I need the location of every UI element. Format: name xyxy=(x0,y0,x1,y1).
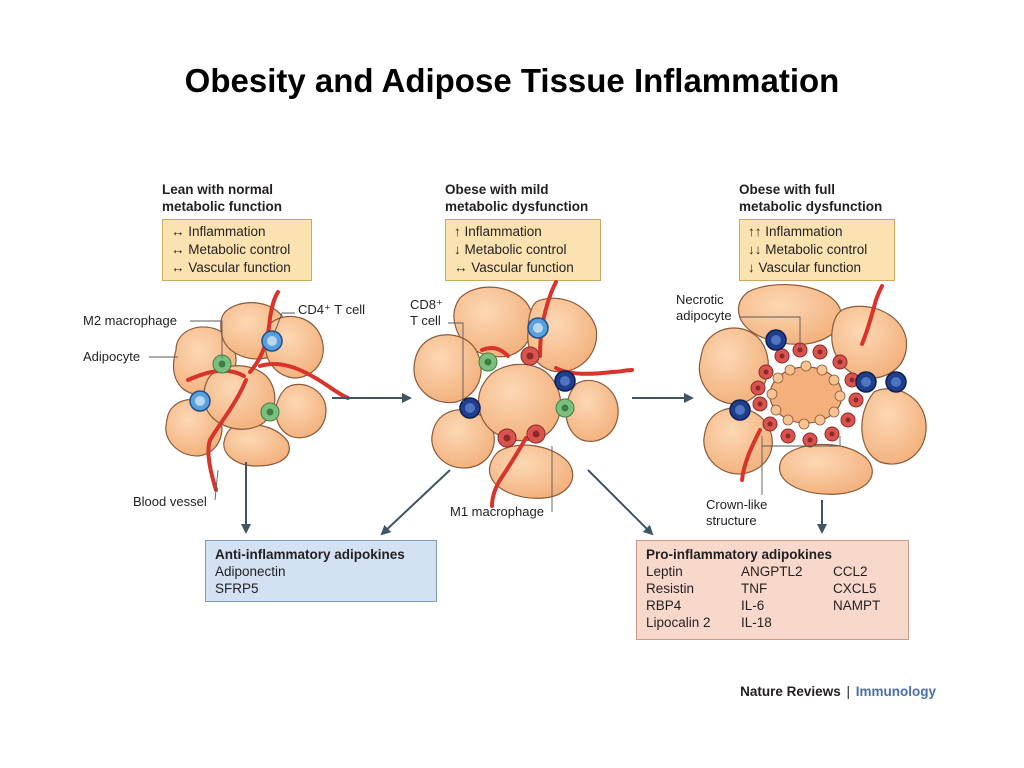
effect-inflammation: ↑ Inflammation xyxy=(454,224,542,239)
cd4-t-cell xyxy=(261,330,283,352)
label-cd8-line2: T cell xyxy=(410,313,441,328)
adipocyte xyxy=(477,363,562,442)
effect-inflammation: ↔ Inflammation xyxy=(171,224,266,239)
label-cd8-line1: CD8⁺ xyxy=(410,297,443,312)
full-obese-adipose-cluster xyxy=(698,284,927,495)
phase-mild-heading: Obese with mild metabolic dysfunction xyxy=(445,181,588,215)
label-m2-macrophage: M2 macrophage xyxy=(83,313,177,328)
cd4-t-cell xyxy=(189,390,211,412)
cd4-t-cell xyxy=(527,317,549,339)
label-crown-line1: Crown-like xyxy=(706,497,768,512)
anti-inflammatory-title: Anti-inflammatory adipokines xyxy=(215,547,405,562)
adipocyte xyxy=(703,407,773,475)
adipocyte xyxy=(488,444,574,499)
pro-inflammatory-adipokines-box: Pro-inflammatory adipokines Leptin ANGPT… xyxy=(636,540,909,640)
adipokine-item: NAMPT xyxy=(833,598,881,613)
cd8-t-cell xyxy=(765,329,787,351)
phase-lean-heading-line2: metabolic function xyxy=(162,199,283,214)
arrow-mild-to-pro xyxy=(587,469,654,536)
slide-title: Obesity and Adipose Tissue Inflammation xyxy=(184,62,840,99)
leader-lines xyxy=(149,312,841,512)
adipocyte xyxy=(223,423,290,467)
label-adipocyte: Adipocyte xyxy=(83,349,141,364)
m1-macrophage xyxy=(520,346,540,366)
adipokine-item: Resistin xyxy=(646,581,695,596)
phase-mild-heading-line1: Obese with mild xyxy=(445,182,549,197)
m2-macrophage xyxy=(212,354,232,374)
source-credit: Nature Reviews | Immunology xyxy=(740,684,936,699)
adipokine-item: CCL2 xyxy=(833,564,868,579)
effect-inflammation: ↑↑ Inflammation xyxy=(748,224,843,239)
blood-vessel xyxy=(186,290,350,492)
pro-inflammatory-list: Leptin ANGPTL2 CCL2 Resistin TNF CXCL5 R… xyxy=(646,563,899,631)
adipocyte xyxy=(737,284,842,345)
m2-macrophage xyxy=(555,398,575,418)
phase-lean-heading: Lean with normal metabolic function xyxy=(162,181,282,215)
label-cd4-t-cell: CD4⁺ T cell xyxy=(298,302,366,317)
anti-inflammatory-adipokines-box: Anti-inflammatory adipokines Adiponectin… xyxy=(205,540,437,602)
adipocyte xyxy=(413,334,482,404)
phase-full-effects: ↑↑ Inflammation ↓↓ Metabolic control ↓ V… xyxy=(739,219,895,281)
phase-mild-effects: ↑ Inflammation ↓ Metabolic control ↔ Vas… xyxy=(445,219,601,281)
adipokine-item: Lipocalin 2 xyxy=(646,615,711,630)
blood-vessel xyxy=(740,284,884,482)
label-necrotic-line1: Necrotic xyxy=(676,292,724,307)
m1-macrophage xyxy=(497,428,517,448)
adipokine-item xyxy=(833,614,893,631)
label-necrotic-line2: adipocyte xyxy=(676,308,732,323)
adipokine-item: TNF xyxy=(741,581,768,596)
adipokine-item: Leptin xyxy=(646,564,683,579)
credit-journal: Immunology xyxy=(855,684,936,699)
lipid-droplets xyxy=(766,360,846,430)
m2-macrophage xyxy=(478,352,498,372)
adipokine-item: IL-18 xyxy=(741,615,772,630)
mild-obese-adipose-cluster xyxy=(413,280,634,508)
adipocyte xyxy=(861,388,927,465)
label-crown-line2: structure xyxy=(706,513,757,528)
credit-separator: | xyxy=(846,684,850,699)
effect-metabolic-control: ↔ Metabolic control xyxy=(171,242,291,257)
pro-inflammatory-title: Pro-inflammatory adipokines xyxy=(646,547,833,562)
label-m1-macrophage: M1 macrophage xyxy=(450,504,544,519)
effect-metabolic-control: ↓↓ Metabolic control xyxy=(748,242,868,257)
cd8-t-cell xyxy=(855,371,877,393)
label-crown-like-structure: Crown-like structure xyxy=(706,497,767,529)
flow-arrows xyxy=(241,393,827,536)
adipocyte xyxy=(778,443,873,495)
adipokine-item: IL-6 xyxy=(741,598,765,613)
lean-adipose-cluster xyxy=(165,290,350,492)
cd8-t-cell xyxy=(554,370,576,392)
effect-metabolic-control: ↓ Metabolic control xyxy=(454,242,567,257)
phase-mild-heading-line2: metabolic dysfunction xyxy=(445,199,589,214)
adipokine-item: ANGPTL2 xyxy=(741,564,803,579)
credit-publisher: Nature Reviews xyxy=(740,684,841,699)
effect-vascular-function: ↔ Vascular function xyxy=(171,260,291,275)
m2-macrophage xyxy=(260,402,280,422)
cd8-t-cell xyxy=(459,397,481,419)
label-cd8-t-cell: CD8⁺ T cell xyxy=(410,297,443,329)
adipokine-item: CXCL5 xyxy=(833,581,877,596)
phase-full-heading-line2: metabolic dysfunction xyxy=(739,199,883,214)
label-blood-vessel: Blood vessel xyxy=(133,494,207,509)
m1-macrophage xyxy=(526,424,546,444)
adipokine-item: SFRP5 xyxy=(215,581,259,596)
cd8-t-cell xyxy=(729,399,751,421)
crown-like-structure xyxy=(750,342,864,448)
effect-vascular-function: ↓ Vascular function xyxy=(748,260,862,275)
effect-vascular-function: ↔ Vascular function xyxy=(454,260,574,275)
adipokine-item: Adiponectin xyxy=(215,564,286,579)
phase-full-heading-line1: Obese with full xyxy=(739,182,836,197)
phase-lean-effects: ↔ Inflammation ↔ Metabolic control ↔ Vas… xyxy=(162,219,312,281)
adipocyte xyxy=(275,383,327,439)
phase-full-heading: Obese with full metabolic dysfunction xyxy=(739,181,882,215)
phase-lean-heading-line1: Lean with normal xyxy=(162,182,274,197)
adipokine-item: RBP4 xyxy=(646,598,682,613)
cd8-t-cell xyxy=(885,371,907,393)
label-necrotic-adipocyte: Necrotic adipocyte xyxy=(676,292,732,324)
arrow-mild-to-anti xyxy=(380,469,451,536)
